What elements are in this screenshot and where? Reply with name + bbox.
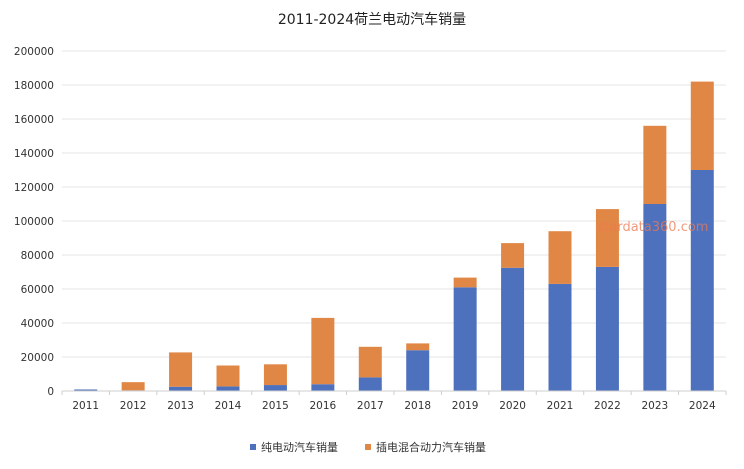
bar-bev (595, 266, 619, 391)
y-tick-label: 200000 (14, 46, 54, 58)
y-tick-label: 120000 (14, 182, 54, 194)
y-tick-label: 140000 (14, 148, 54, 160)
x-tick-label: 2020 (499, 400, 526, 412)
bar-phev (121, 382, 145, 391)
bar-bev (501, 267, 525, 391)
x-tick-label: 2014 (215, 400, 242, 412)
bar-bev (358, 377, 382, 391)
y-tick-label: 60000 (21, 284, 54, 296)
legend-swatch-phev (365, 444, 371, 450)
x-tick-label: 2015 (262, 400, 289, 412)
x-tick-label: 2023 (641, 400, 668, 412)
x-tick-label: 2018 (404, 400, 431, 412)
x-tick-label: 2019 (452, 400, 479, 412)
x-tick-label: 2016 (309, 400, 336, 412)
bar-bev (643, 204, 667, 391)
x-tick-label: 2024 (689, 400, 716, 412)
bar-bev (548, 283, 572, 391)
bar-bev (216, 386, 240, 391)
y-tick-label: 160000 (14, 114, 54, 126)
y-axis-ticks: 0 20000 40000 60000 80000 100000 120000 140000 1… (14, 46, 54, 398)
y-tick-label: 0 (47, 386, 54, 398)
y-tick-label: 180000 (14, 80, 54, 92)
bar-phev (311, 317, 335, 385)
legend-label-phev: 插电混合动力汽车销量 (376, 440, 486, 454)
bar-bev (690, 170, 714, 391)
watermark: stardata360.com (598, 220, 709, 235)
y-tick-label: 80000 (21, 250, 54, 262)
y-tick-label: 100000 (14, 216, 54, 228)
bar-phev (169, 352, 193, 387)
x-tick-label: 2013 (167, 400, 194, 412)
bar-bev (74, 389, 98, 391)
x-tick-label: 2017 (357, 400, 384, 412)
bar-bev (169, 386, 193, 391)
bar-bev (263, 385, 287, 391)
bar-phev (690, 81, 714, 170)
x-tick-label: 2011 (72, 400, 99, 412)
chart-title: 2011-2024荷兰电动汽车销量 (278, 11, 466, 28)
bar-phev (548, 231, 572, 284)
x-tick-label: 2021 (547, 400, 574, 412)
x-tick-label: 2012 (120, 400, 147, 412)
bar-phev (453, 277, 477, 288)
bar-phev (595, 209, 619, 267)
grid-lines (62, 50, 726, 358)
x-axis-ticks: 2011 2012 2013 2014 2015 2016 2017 2018 2019 2020… (61, 391, 727, 412)
legend-label-bev: 纯电动汽车销量 (261, 440, 338, 454)
bar-bev (311, 384, 335, 391)
y-tick-label: 40000 (21, 318, 54, 330)
bar-phev (643, 125, 667, 204)
x-tick-label: 2022 (594, 400, 621, 412)
bars (74, 81, 714, 391)
bar-phev (358, 346, 382, 378)
legend-swatch-bev (250, 444, 256, 450)
bar-phev (406, 343, 430, 351)
bar-phev (263, 364, 287, 386)
bar-phev (216, 365, 240, 387)
legend: 纯电动汽车销量 插电混合动力汽车销量 (250, 440, 486, 454)
bar-bev (453, 287, 477, 391)
bar-phev (501, 243, 525, 268)
bar-bev (406, 350, 430, 391)
y-tick-label: 20000 (21, 352, 54, 364)
